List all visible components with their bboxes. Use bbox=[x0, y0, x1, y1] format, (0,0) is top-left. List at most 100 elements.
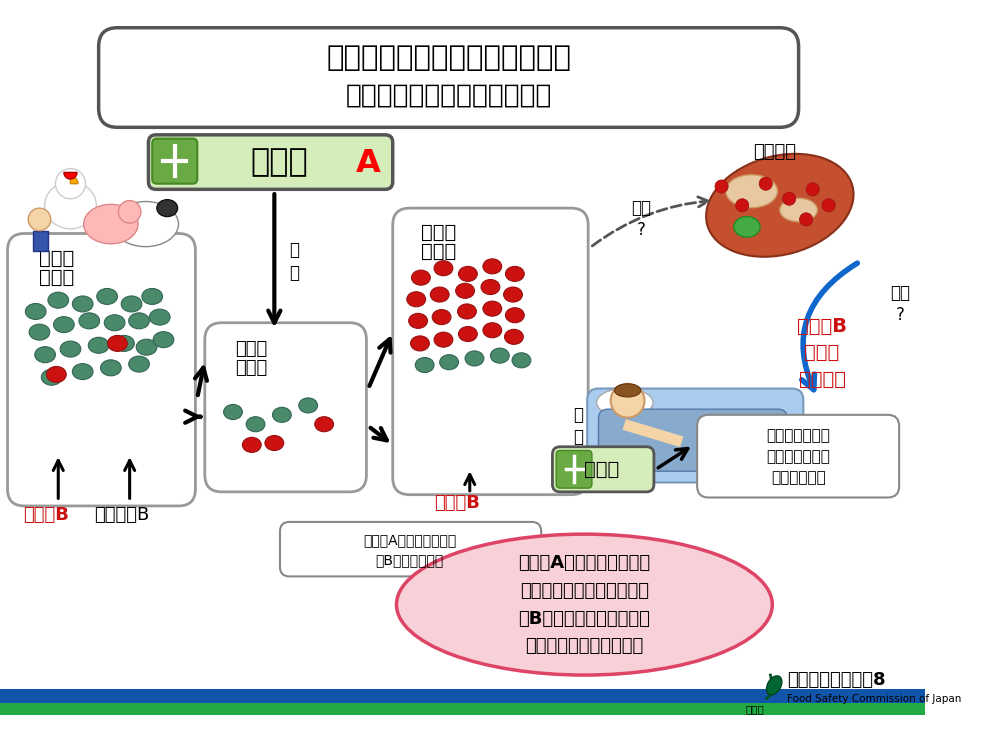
Ellipse shape bbox=[142, 288, 162, 304]
FancyBboxPatch shape bbox=[552, 447, 654, 492]
Text: 摂取
?: 摂取 ? bbox=[891, 284, 910, 324]
Text: 抗菌剤: 抗菌剤 bbox=[584, 460, 619, 479]
Ellipse shape bbox=[734, 217, 760, 237]
Text: 付着
?: 付着 ? bbox=[631, 199, 650, 240]
Text: 抗菌剤の効果が
減衰、喪失し、
治療に影響？: 抗菌剤の効果が 減衰、喪失し、 治療に影響？ bbox=[767, 427, 830, 485]
Ellipse shape bbox=[779, 198, 818, 222]
Ellipse shape bbox=[246, 416, 265, 432]
Ellipse shape bbox=[34, 346, 55, 363]
Text: －食品健康影響評価の観点－: －食品健康影響評価の観点－ bbox=[346, 83, 552, 108]
Ellipse shape bbox=[299, 398, 318, 413]
Ellipse shape bbox=[53, 317, 74, 332]
Ellipse shape bbox=[121, 296, 142, 312]
Ellipse shape bbox=[411, 270, 430, 285]
Ellipse shape bbox=[726, 175, 777, 208]
Ellipse shape bbox=[104, 315, 125, 331]
Circle shape bbox=[806, 183, 820, 196]
Ellipse shape bbox=[114, 335, 135, 352]
Ellipse shape bbox=[490, 348, 510, 363]
Text: 耐性菌B: 耐性菌B bbox=[24, 506, 69, 524]
Text: 抗菌剤: 抗菌剤 bbox=[250, 147, 308, 178]
Wedge shape bbox=[71, 176, 78, 184]
Ellipse shape bbox=[60, 341, 81, 357]
Ellipse shape bbox=[506, 266, 524, 282]
Circle shape bbox=[715, 180, 728, 193]
Ellipse shape bbox=[434, 332, 453, 347]
Text: 投
与: 投 与 bbox=[289, 241, 299, 282]
Ellipse shape bbox=[465, 351, 484, 366]
Text: 感受性菌B: 感受性菌B bbox=[93, 506, 150, 524]
Text: A: A bbox=[356, 147, 381, 178]
Text: 家畜の: 家畜の bbox=[235, 340, 267, 358]
Ellipse shape bbox=[84, 204, 138, 244]
Text: 抗菌剤Aが効かない耐性
菌Bが選択される: 抗菌剤Aが効かない耐性 菌Bが選択される bbox=[363, 534, 457, 567]
Ellipse shape bbox=[707, 154, 853, 256]
Bar bbox=[0, 689, 925, 706]
Ellipse shape bbox=[96, 288, 117, 304]
Bar bbox=[0, 703, 925, 715]
FancyBboxPatch shape bbox=[149, 135, 393, 189]
Circle shape bbox=[800, 213, 813, 226]
Ellipse shape bbox=[459, 266, 477, 282]
Ellipse shape bbox=[223, 405, 242, 419]
Text: 耐性菌B: 耐性菌B bbox=[434, 494, 480, 512]
FancyBboxPatch shape bbox=[556, 450, 592, 488]
Ellipse shape bbox=[767, 676, 782, 695]
Text: 家畜の: 家畜の bbox=[39, 249, 75, 268]
FancyBboxPatch shape bbox=[280, 522, 541, 576]
Ellipse shape bbox=[397, 534, 772, 675]
Text: 投
与: 投 与 bbox=[573, 406, 583, 446]
FancyBboxPatch shape bbox=[393, 208, 588, 495]
Ellipse shape bbox=[150, 309, 170, 325]
Ellipse shape bbox=[440, 354, 459, 370]
FancyBboxPatch shape bbox=[587, 388, 803, 483]
FancyBboxPatch shape bbox=[598, 409, 787, 471]
Ellipse shape bbox=[129, 356, 150, 372]
Ellipse shape bbox=[265, 436, 283, 450]
Ellipse shape bbox=[273, 408, 291, 422]
Ellipse shape bbox=[458, 304, 476, 319]
FancyBboxPatch shape bbox=[153, 139, 198, 184]
Ellipse shape bbox=[614, 384, 641, 397]
Text: 腸管内: 腸管内 bbox=[421, 242, 457, 261]
FancyBboxPatch shape bbox=[697, 415, 899, 497]
Text: 内閣府: 内閣府 bbox=[746, 704, 765, 714]
Ellipse shape bbox=[89, 338, 109, 353]
Text: 腸管内: 腸管内 bbox=[39, 268, 75, 287]
Circle shape bbox=[782, 192, 796, 206]
Circle shape bbox=[822, 199, 835, 212]
Ellipse shape bbox=[408, 313, 427, 329]
Circle shape bbox=[29, 208, 51, 231]
FancyBboxPatch shape bbox=[98, 28, 799, 128]
Ellipse shape bbox=[432, 310, 451, 324]
Text: 家畜の: 家畜の bbox=[421, 223, 457, 242]
Ellipse shape bbox=[596, 388, 653, 416]
Ellipse shape bbox=[79, 313, 99, 329]
Text: 抗菌剤Aを家畜に投与する
ことにより選択される耐性
菌Bが食品を介してヒトの
健康に与える影響を評価: 抗菌剤Aを家畜に投与する ことにより選択される耐性 菌Bが食品を介してヒトの 健… bbox=[519, 554, 650, 655]
Ellipse shape bbox=[506, 308, 524, 323]
Ellipse shape bbox=[41, 369, 62, 385]
Text: Food Safety Commission of Japan: Food Safety Commission of Japan bbox=[787, 694, 961, 704]
Circle shape bbox=[611, 384, 645, 418]
Circle shape bbox=[736, 199, 749, 212]
Ellipse shape bbox=[406, 292, 426, 307]
Text: 抗菌性物質の使用と薬剤耐性菌: 抗菌性物質の使用と薬剤耐性菌 bbox=[327, 43, 572, 71]
Ellipse shape bbox=[100, 360, 121, 376]
FancyBboxPatch shape bbox=[205, 323, 366, 492]
Ellipse shape bbox=[107, 335, 127, 352]
Ellipse shape bbox=[430, 287, 449, 302]
Circle shape bbox=[55, 169, 86, 199]
FancyBboxPatch shape bbox=[8, 234, 196, 506]
Ellipse shape bbox=[483, 301, 502, 316]
Ellipse shape bbox=[505, 329, 523, 344]
Ellipse shape bbox=[48, 292, 69, 308]
Ellipse shape bbox=[26, 304, 46, 319]
Circle shape bbox=[759, 177, 772, 190]
Circle shape bbox=[118, 200, 141, 223]
Ellipse shape bbox=[113, 201, 178, 247]
Ellipse shape bbox=[315, 416, 334, 432]
Text: 畜産食品: 畜産食品 bbox=[754, 143, 797, 161]
Ellipse shape bbox=[504, 287, 523, 302]
Ellipse shape bbox=[73, 363, 93, 380]
Text: 腸管内: 腸管内 bbox=[235, 359, 267, 377]
